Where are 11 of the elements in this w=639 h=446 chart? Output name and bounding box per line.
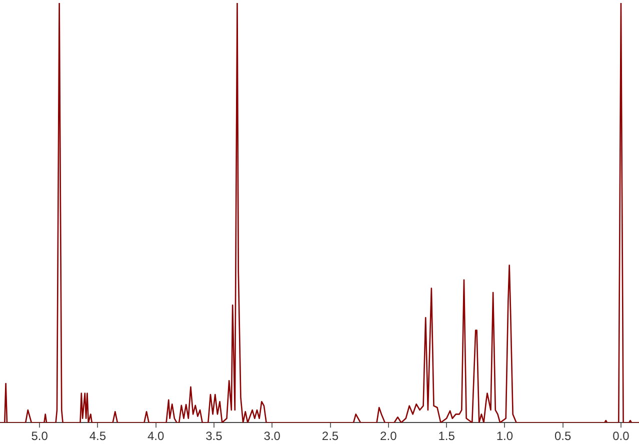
x-tick-label: 1.5 xyxy=(438,429,456,444)
x-tick-label: 4.5 xyxy=(89,429,106,444)
x-tick-label: 4.0 xyxy=(147,429,164,444)
x-tick-label: 1.0 xyxy=(496,429,514,444)
x-tick-label: 0.0 xyxy=(612,429,630,444)
x-tick-label: 0.5 xyxy=(554,429,572,444)
x-tick-label: 2.5 xyxy=(322,429,339,444)
x-tick-label: 3.0 xyxy=(264,429,281,444)
x-tick-label: 2.0 xyxy=(380,429,398,444)
x-tick-label: 5.0 xyxy=(31,429,48,444)
x-tick-label: 3.5 xyxy=(206,429,223,444)
